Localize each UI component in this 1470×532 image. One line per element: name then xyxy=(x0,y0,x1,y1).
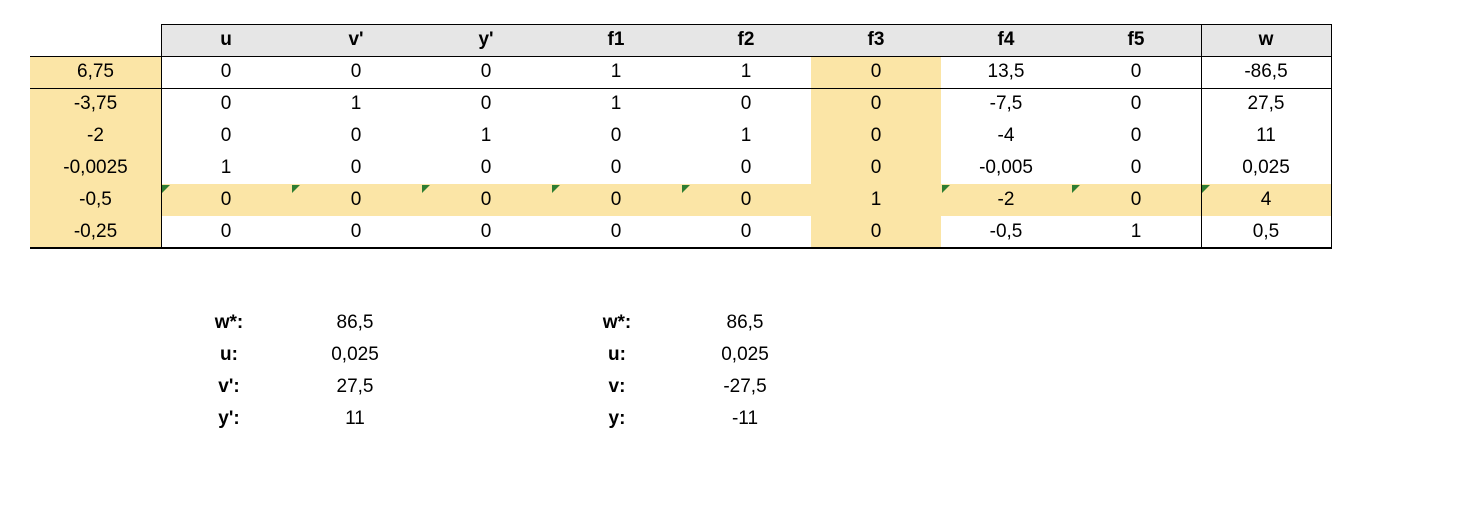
table-cell[interactable]: 0 xyxy=(291,184,421,216)
table-cell[interactable]: -7,5 xyxy=(989,93,1023,114)
table-cell[interactable]: 0 xyxy=(220,221,232,242)
grid-line xyxy=(30,247,1332,249)
table-cell[interactable]: 0,5 xyxy=(1252,221,1280,242)
table-cell[interactable]: -4 xyxy=(997,125,1015,146)
summary-label[interactable]: w*: xyxy=(214,312,244,333)
table-cell[interactable]: 0 xyxy=(480,157,492,178)
column-header[interactable]: f1 xyxy=(551,24,681,56)
table-cell[interactable]: 27,5 xyxy=(1247,93,1285,114)
table-cell[interactable]: 4 xyxy=(1201,184,1331,216)
column-header[interactable]: y' xyxy=(421,24,551,56)
table-cell[interactable]: 0 xyxy=(740,93,752,114)
table-cell[interactable]: 0 xyxy=(350,221,362,242)
table-cell[interactable]: 0 xyxy=(811,152,941,184)
summary-label[interactable]: u: xyxy=(608,344,626,365)
table-cell[interactable]: 0 xyxy=(740,221,752,242)
table-cell[interactable]: 0 xyxy=(551,184,681,216)
summary-value[interactable]: 0,025 xyxy=(331,344,379,365)
table-cell[interactable]: 1 xyxy=(480,125,492,146)
table-cell[interactable]: 0 xyxy=(421,184,551,216)
table-cell[interactable]: 0 xyxy=(220,93,232,114)
grid-line xyxy=(1201,24,1202,248)
column-header[interactable]: f5 xyxy=(1071,24,1201,56)
summary-value[interactable]: 27,5 xyxy=(336,376,374,397)
row-label[interactable]: -0,25 xyxy=(30,216,161,248)
column-header[interactable]: f2 xyxy=(681,24,811,56)
table-cell[interactable]: 0 xyxy=(811,56,941,88)
table-cell[interactable]: 1 xyxy=(740,125,752,146)
table-cell[interactable]: 0 xyxy=(610,221,622,242)
column-header[interactable]: f4 xyxy=(941,24,1071,56)
summary-value[interactable]: 86,5 xyxy=(336,312,374,333)
column-header[interactable]: w xyxy=(1201,24,1331,56)
row-label[interactable]: -2 xyxy=(30,120,161,152)
grid-line xyxy=(161,24,1332,25)
row-label[interactable]: 6,75 xyxy=(30,56,161,88)
table-cell[interactable]: -0,5 xyxy=(989,221,1023,242)
table-cell[interactable]: 0 xyxy=(161,184,291,216)
summary-label[interactable]: y: xyxy=(608,408,626,429)
table-cell[interactable]: 0 xyxy=(350,61,362,82)
column-header[interactable]: v' xyxy=(291,24,421,56)
table-cell[interactable]: 0 xyxy=(610,157,622,178)
row-label[interactable]: -0,5 xyxy=(30,184,161,216)
table-cell[interactable]: 1 xyxy=(740,61,752,82)
table-cell[interactable]: 0 xyxy=(480,93,492,114)
table-cell[interactable]: 0 xyxy=(1071,184,1201,216)
table-cell[interactable]: 1 xyxy=(350,93,362,114)
table-cell[interactable]: 0 xyxy=(480,61,492,82)
row-label[interactable]: -0,0025 xyxy=(30,152,161,184)
table-cell[interactable]: 0 xyxy=(1130,61,1142,82)
column-header[interactable]: f3 xyxy=(811,24,941,56)
table-cell[interactable]: 0 xyxy=(480,221,492,242)
summary-label[interactable]: v': xyxy=(218,376,240,397)
summary-label[interactable]: y': xyxy=(218,408,240,429)
table-cell[interactable]: 0 xyxy=(811,216,941,248)
table-cell[interactable]: 0 xyxy=(1130,157,1142,178)
table-cell[interactable]: 13,5 xyxy=(987,61,1025,82)
summary-label[interactable]: u: xyxy=(220,344,238,365)
table-cell[interactable]: 0 xyxy=(220,61,232,82)
table-cell[interactable]: 0 xyxy=(811,120,941,152)
table-cell[interactable]: 1 xyxy=(811,184,941,216)
table-cell[interactable]: 1 xyxy=(1130,221,1142,242)
summary-value[interactable]: 0,025 xyxy=(721,344,769,365)
column-header[interactable]: u xyxy=(161,24,291,56)
table-cell[interactable]: 0 xyxy=(350,125,362,146)
table-cell[interactable]: 11 xyxy=(1256,125,1276,146)
grid-line xyxy=(161,24,162,248)
table-cell[interactable]: 1 xyxy=(220,157,232,178)
grid-line xyxy=(30,56,1332,57)
summary-value[interactable]: 86,5 xyxy=(726,312,764,333)
table-cell[interactable]: 0 xyxy=(1130,93,1142,114)
grid-line xyxy=(30,88,1332,89)
table-cell[interactable]: -2 xyxy=(941,184,1071,216)
table-cell[interactable]: 1 xyxy=(610,61,622,82)
table-cell[interactable]: 0 xyxy=(220,125,232,146)
summary-value[interactable]: -11 xyxy=(731,408,759,429)
table-cell[interactable]: 0 xyxy=(740,157,752,178)
row-label[interactable]: -3,75 xyxy=(30,88,161,120)
table-cell[interactable]: 0 xyxy=(1130,125,1142,146)
grid-line xyxy=(1331,24,1332,248)
summary-label[interactable]: w*: xyxy=(602,312,632,333)
table-cell[interactable]: 0 xyxy=(350,157,362,178)
table-cell[interactable]: -0,005 xyxy=(979,157,1033,178)
summary-value[interactable]: 11 xyxy=(345,408,365,429)
table-cell[interactable]: 0 xyxy=(610,125,622,146)
summary-value[interactable]: -27,5 xyxy=(723,376,767,397)
summary-label[interactable]: v: xyxy=(608,376,626,397)
table-cell[interactable]: -86,5 xyxy=(1244,61,1288,82)
table-cell[interactable]: 0 xyxy=(811,88,941,120)
table-cell[interactable]: 0 xyxy=(681,184,811,216)
table-cell[interactable]: 0,025 xyxy=(1242,157,1290,178)
table-cell[interactable]: 1 xyxy=(610,93,622,114)
